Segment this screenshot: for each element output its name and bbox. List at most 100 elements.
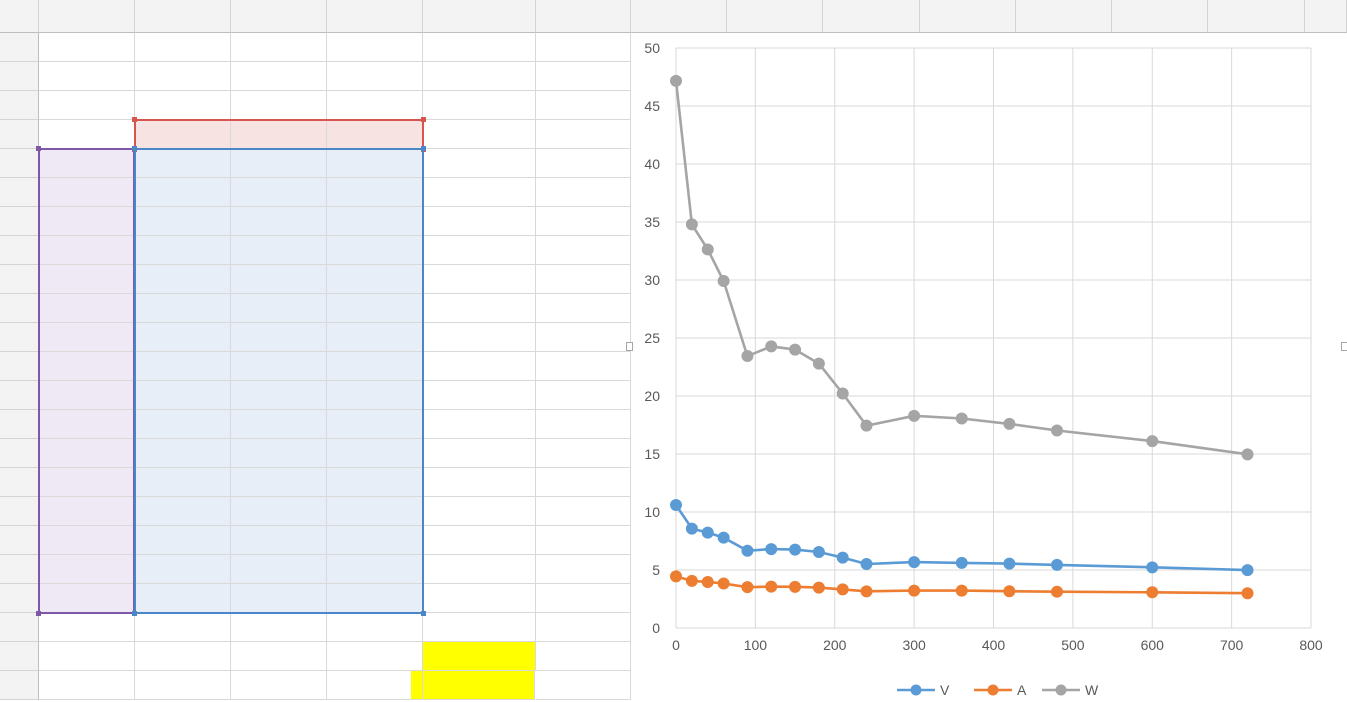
cell-f18[interactable] bbox=[536, 468, 631, 497]
cell-a9[interactable] bbox=[39, 207, 135, 236]
cell-a14[interactable] bbox=[39, 352, 135, 381]
cell-d13[interactable] bbox=[327, 323, 423, 352]
cell-b4[interactable] bbox=[135, 62, 231, 91]
cell-e19[interactable] bbox=[423, 497, 536, 526]
cell-d16[interactable] bbox=[327, 410, 423, 439]
row-header-5[interactable] bbox=[0, 91, 39, 120]
cell-c13[interactable] bbox=[231, 323, 327, 352]
cell-c20[interactable] bbox=[231, 526, 327, 555]
cell-c15[interactable] bbox=[231, 381, 327, 410]
cell-a8[interactable] bbox=[39, 178, 135, 207]
cell-b17[interactable] bbox=[135, 439, 231, 468]
cell-d23[interactable] bbox=[327, 613, 423, 642]
cell-c3[interactable] bbox=[231, 33, 327, 62]
cell-f24[interactable] bbox=[536, 642, 631, 671]
cell-c12[interactable] bbox=[231, 294, 327, 323]
cell-a17[interactable] bbox=[39, 439, 135, 468]
row-header-3[interactable] bbox=[0, 33, 39, 62]
cell-e24[interactable] bbox=[423, 642, 536, 671]
cell-f23[interactable] bbox=[536, 613, 631, 642]
column-header-k[interactable] bbox=[1016, 0, 1112, 33]
cell-c6[interactable] bbox=[231, 120, 327, 149]
cell-e5[interactable] bbox=[423, 91, 536, 120]
row-header-22[interactable] bbox=[0, 584, 39, 613]
column-header-e[interactable] bbox=[423, 0, 536, 33]
cell-b14[interactable] bbox=[135, 352, 231, 381]
row-header-10[interactable] bbox=[0, 236, 39, 265]
row-header-14[interactable] bbox=[0, 352, 39, 381]
cell-a24[interactable] bbox=[39, 642, 135, 671]
cell-c18[interactable] bbox=[231, 468, 327, 497]
cell-c8[interactable] bbox=[231, 178, 327, 207]
cell-e14[interactable] bbox=[423, 352, 536, 381]
cell-e10[interactable] bbox=[423, 236, 536, 265]
cell-a21[interactable] bbox=[39, 555, 135, 584]
cell-b10[interactable] bbox=[135, 236, 231, 265]
cell-c5[interactable] bbox=[231, 91, 327, 120]
cell-d14[interactable] bbox=[327, 352, 423, 381]
cell-a18[interactable] bbox=[39, 468, 135, 497]
cell-c14[interactable] bbox=[231, 352, 327, 381]
cell-c11[interactable] bbox=[231, 265, 327, 294]
cell-f25[interactable] bbox=[536, 671, 631, 700]
cell-f9[interactable] bbox=[536, 207, 631, 236]
cell-a7[interactable] bbox=[39, 149, 135, 178]
cell-f7[interactable] bbox=[536, 149, 631, 178]
column-header-j[interactable] bbox=[920, 0, 1016, 33]
row-header-24[interactable] bbox=[0, 642, 39, 671]
cell-d20[interactable] bbox=[327, 526, 423, 555]
row-header-25[interactable] bbox=[0, 671, 39, 700]
row-header-9[interactable] bbox=[0, 207, 39, 236]
cell-e17[interactable] bbox=[423, 439, 536, 468]
cell-f14[interactable] bbox=[536, 352, 631, 381]
cell-e20[interactable] bbox=[423, 526, 536, 555]
cell-c17[interactable] bbox=[231, 439, 327, 468]
cell-c7[interactable] bbox=[231, 149, 327, 178]
cell-b5[interactable] bbox=[135, 91, 231, 120]
cell-b23[interactable] bbox=[135, 613, 231, 642]
column-header-n[interactable] bbox=[1305, 0, 1347, 33]
cell-d24[interactable] bbox=[327, 642, 423, 671]
cell-b25[interactable] bbox=[135, 671, 231, 700]
cell-e3[interactable] bbox=[423, 33, 536, 62]
cell-a19[interactable] bbox=[39, 497, 135, 526]
cell-b24[interactable] bbox=[135, 642, 231, 671]
cell-f8[interactable] bbox=[536, 178, 631, 207]
cell-b11[interactable] bbox=[135, 265, 231, 294]
cell-b16[interactable] bbox=[135, 410, 231, 439]
cell-c10[interactable] bbox=[231, 236, 327, 265]
row-header-16[interactable] bbox=[0, 410, 39, 439]
row-header-19[interactable] bbox=[0, 497, 39, 526]
cell-c22[interactable] bbox=[231, 584, 327, 613]
row-header-20[interactable] bbox=[0, 526, 39, 555]
row-header-7[interactable] bbox=[0, 149, 39, 178]
cell-e11[interactable] bbox=[423, 265, 536, 294]
cell-d25[interactable] bbox=[327, 671, 423, 700]
cell-a15[interactable] bbox=[39, 381, 135, 410]
row-header-21[interactable] bbox=[0, 555, 39, 584]
cell-c25[interactable] bbox=[231, 671, 327, 700]
cell-e21[interactable] bbox=[423, 555, 536, 584]
cell-d8[interactable] bbox=[327, 178, 423, 207]
cell-f22[interactable] bbox=[536, 584, 631, 613]
cell-e16[interactable] bbox=[423, 410, 536, 439]
cell-b19[interactable] bbox=[135, 497, 231, 526]
cell-a12[interactable] bbox=[39, 294, 135, 323]
column-header-d[interactable] bbox=[327, 0, 423, 33]
cell-a25[interactable] bbox=[39, 671, 135, 700]
cell-c24[interactable] bbox=[231, 642, 327, 671]
cell-f11[interactable] bbox=[536, 265, 631, 294]
cell-d3[interactable] bbox=[327, 33, 423, 62]
cell-b18[interactable] bbox=[135, 468, 231, 497]
cell-f6[interactable] bbox=[536, 120, 631, 149]
cell-e23[interactable] bbox=[423, 613, 536, 642]
cell-d9[interactable] bbox=[327, 207, 423, 236]
cell-b22[interactable] bbox=[135, 584, 231, 613]
cell-f12[interactable] bbox=[536, 294, 631, 323]
cell-f13[interactable] bbox=[536, 323, 631, 352]
cell-f17[interactable] bbox=[536, 439, 631, 468]
cell-d22[interactable] bbox=[327, 584, 423, 613]
cell-b13[interactable] bbox=[135, 323, 231, 352]
cell-c4[interactable] bbox=[231, 62, 327, 91]
cell-b9[interactable] bbox=[135, 207, 231, 236]
